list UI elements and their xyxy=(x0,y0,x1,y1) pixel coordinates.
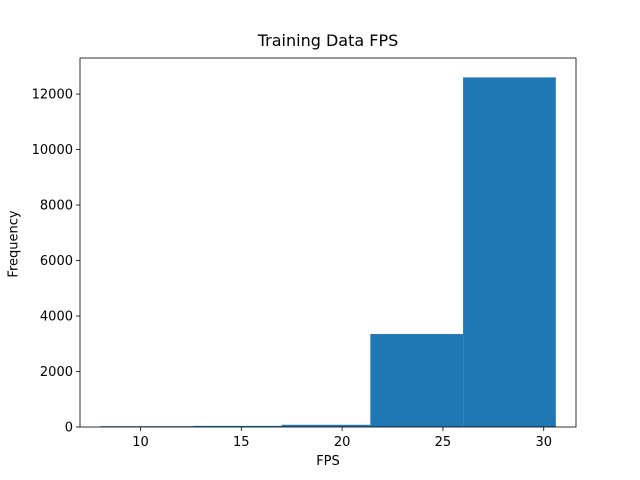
histogram-bar-3 xyxy=(370,334,464,427)
y-tick-label-2000: 2000 xyxy=(40,365,73,380)
x-tick-label-30: 30 xyxy=(535,435,552,450)
y-tick-label-10000: 10000 xyxy=(32,143,73,158)
y-tick-label-0: 0 xyxy=(65,421,73,436)
y-tick-label-12000: 12000 xyxy=(32,88,73,103)
histogram-bar-2 xyxy=(281,424,371,427)
x-tick-label-25: 25 xyxy=(435,435,452,450)
y-tick-label-6000: 6000 xyxy=(40,254,73,269)
y-axis-label: Frequency xyxy=(6,210,22,278)
y-tick-label-8000: 8000 xyxy=(40,199,73,214)
x-tick-label-10: 10 xyxy=(132,435,149,450)
axes-group: 10 15 20 25 30 0 2000 4000 6000 8000 10000 12000 xyxy=(32,57,577,450)
histogram-bar-1 xyxy=(192,425,282,427)
x-tick-label-20: 20 xyxy=(334,435,351,450)
bars-group xyxy=(100,77,556,427)
x-tick-label-15: 15 xyxy=(233,435,250,450)
axes-frame xyxy=(79,57,577,428)
x-axis-label: FPS xyxy=(316,454,340,469)
histogram-bar-4 xyxy=(463,77,556,427)
y-tick-label-4000: 4000 xyxy=(40,310,73,325)
chart-title: Training Data FPS xyxy=(257,31,399,50)
